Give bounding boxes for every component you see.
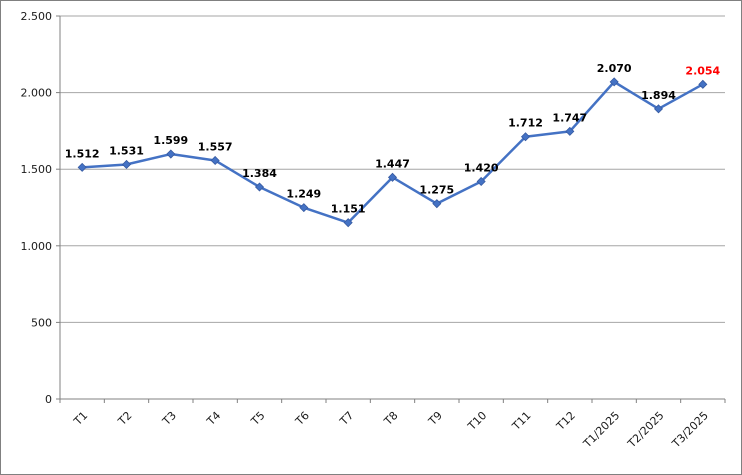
data-point-marker xyxy=(121,159,132,169)
data-point-marker xyxy=(299,203,309,213)
x-axis-tick-label: T4 xyxy=(204,409,224,429)
x-axis-tick-label: T3 xyxy=(159,409,179,429)
data-point-label: 1.420 xyxy=(464,161,499,174)
data-point-marker xyxy=(476,176,486,186)
x-axis-tick-label: T8 xyxy=(381,409,401,429)
data-point-marker xyxy=(166,149,176,159)
y-axis-tick-label: 500 xyxy=(31,316,52,329)
data-point-label: 2.054 xyxy=(685,64,720,77)
data-point-marker xyxy=(520,132,531,142)
data-point-marker xyxy=(432,199,442,209)
y-axis-tick-label: 2.000 xyxy=(21,87,53,100)
x-axis-tick-label: T1/2025 xyxy=(580,409,622,451)
data-point-label: 1.249 xyxy=(286,188,321,201)
data-point-label: 1.894 xyxy=(641,89,676,102)
data-point-marker xyxy=(210,155,220,165)
data-point-label: 1.512 xyxy=(65,147,100,160)
data-point-label: 1.151 xyxy=(331,203,366,216)
x-axis-tick-label: T3/2025 xyxy=(669,409,711,451)
x-axis-tick-label: T11 xyxy=(509,409,534,434)
data-point-label: 2.070 xyxy=(597,62,632,75)
data-point-label: 1.747 xyxy=(552,111,587,124)
y-axis-tick-label: 1.000 xyxy=(21,240,53,253)
data-point-label: 1.599 xyxy=(153,134,188,147)
data-point-marker xyxy=(609,77,619,87)
x-axis-tick-label: T12 xyxy=(553,409,578,434)
data-point-marker xyxy=(565,126,575,136)
data-point-marker xyxy=(653,104,664,114)
data-point-marker xyxy=(254,182,265,192)
x-axis-tick-label: T7 xyxy=(337,409,357,429)
data-point-label: 1.712 xyxy=(508,117,543,130)
data-point-marker xyxy=(698,79,708,89)
y-axis-tick-label: 0 xyxy=(45,393,52,406)
x-axis-tick-label: T9 xyxy=(425,409,445,429)
data-point-marker xyxy=(77,162,87,172)
y-axis-tick-label: 1.500 xyxy=(21,163,53,176)
data-point-label: 1.275 xyxy=(419,184,454,197)
x-axis-tick-label: T1 xyxy=(71,409,91,429)
data-point-label: 1.384 xyxy=(242,167,277,180)
x-axis-tick-label: T5 xyxy=(248,409,268,429)
x-axis-tick-label: T10 xyxy=(465,409,490,434)
data-series-line xyxy=(80,80,705,224)
data-point-marker xyxy=(343,218,353,228)
data-point-label: 1.531 xyxy=(109,144,144,157)
x-axis-tick-label: T2/2025 xyxy=(625,409,667,451)
data-point-label: 1.447 xyxy=(375,157,410,170)
x-axis-tick-label: T2 xyxy=(115,409,135,429)
y-axis-tick-label: 2.500 xyxy=(21,10,53,23)
x-axis-tick-label: T6 xyxy=(292,409,312,429)
data-point-marker xyxy=(387,172,398,182)
data-point-label: 1.557 xyxy=(198,140,233,153)
